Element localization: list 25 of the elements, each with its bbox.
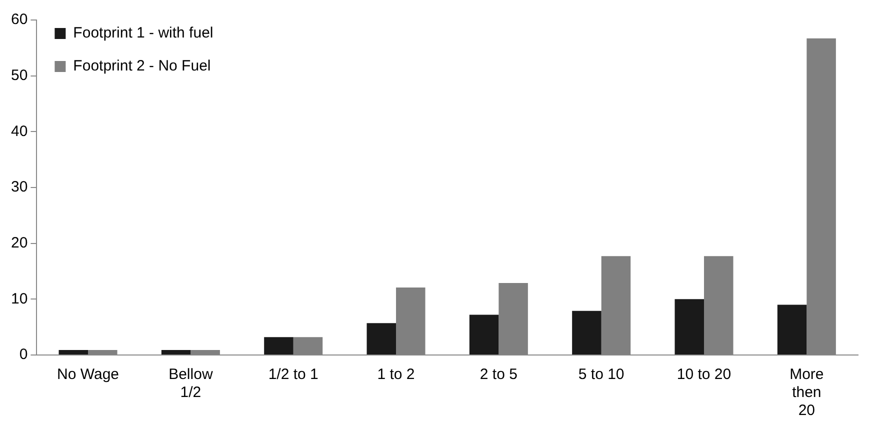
y-tick-label: 60 (10, 11, 28, 28)
y-tick-label: 10 (10, 290, 28, 308)
y-tick-label: 20 (10, 234, 28, 252)
y-tick-label: 0 (19, 346, 28, 364)
bar (674, 299, 704, 354)
bar (777, 304, 807, 354)
bar (366, 323, 396, 354)
bar (572, 310, 602, 354)
legend-label: Footprint 1 - with fuel (73, 24, 214, 42)
x-tick-label: 10 to 20 (676, 366, 732, 384)
x-tick-label: Bellow 1/2 (168, 366, 213, 402)
x-tick-label: No Wage (57, 366, 120, 384)
bar (469, 314, 499, 354)
x-tick-label: 1/2 to 1 (268, 366, 318, 384)
x-tick-label: 1 to 2 (377, 366, 415, 384)
bar (161, 350, 191, 354)
x-tick-label: More then 20 (790, 366, 824, 420)
x-tick-label: 5 to 10 (578, 366, 624, 384)
bar (264, 337, 294, 354)
y-tick-label: 30 (10, 178, 28, 196)
legend-label: Footprint 2 - No Fuel (73, 58, 211, 75)
y-tick-label: 40 (10, 122, 28, 140)
y-tick-label: 50 (10, 66, 28, 84)
bar (58, 350, 88, 354)
x-tick-label: 2 to 5 (480, 366, 518, 384)
